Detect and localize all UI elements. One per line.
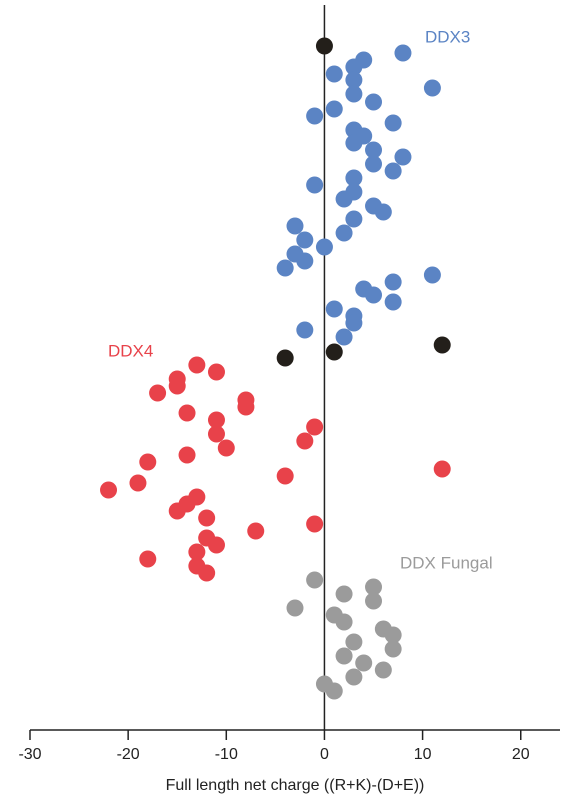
point [335, 190, 353, 208]
point [149, 384, 167, 402]
point [423, 266, 441, 284]
point [384, 114, 402, 132]
point [394, 44, 412, 62]
point [198, 509, 216, 527]
point [335, 647, 353, 665]
point [286, 599, 304, 617]
point [325, 100, 343, 118]
point [374, 203, 392, 221]
point [286, 217, 304, 235]
point [276, 349, 294, 367]
point [296, 321, 314, 339]
point [207, 363, 225, 381]
point [384, 640, 402, 658]
point [365, 155, 383, 173]
point [207, 411, 225, 429]
point [345, 169, 363, 187]
point [365, 141, 383, 159]
point [306, 515, 324, 533]
point [315, 238, 333, 256]
point [188, 543, 206, 561]
point [139, 453, 157, 471]
point [325, 65, 343, 83]
point [198, 564, 216, 582]
x-tick-label: -10 [215, 746, 238, 763]
point [325, 682, 343, 700]
point [335, 224, 353, 242]
point [365, 578, 383, 596]
point [365, 93, 383, 111]
point [325, 300, 343, 318]
point [384, 293, 402, 311]
point [335, 328, 353, 346]
point [335, 585, 353, 603]
point [306, 571, 324, 589]
point [207, 425, 225, 443]
point [306, 418, 324, 436]
point [345, 58, 363, 76]
point [345, 134, 363, 152]
point [207, 536, 225, 554]
point [168, 502, 186, 520]
x-axis-label: Full length net charge ((R+K)-(D+E)) [166, 777, 425, 794]
point [355, 654, 373, 672]
x-tick-label: 0 [320, 746, 329, 763]
point [345, 71, 363, 89]
point [433, 336, 451, 354]
x-tick-label: 10 [414, 746, 432, 763]
point [423, 79, 441, 97]
point [129, 474, 147, 492]
point [178, 404, 196, 422]
point [315, 37, 333, 55]
point [296, 252, 314, 270]
point [374, 661, 392, 679]
x-tick-label: -20 [117, 746, 140, 763]
point [384, 273, 402, 291]
point [335, 613, 353, 631]
point [247, 522, 265, 540]
point [384, 626, 402, 644]
point [237, 398, 255, 416]
point [365, 286, 383, 304]
point [345, 210, 363, 228]
point [365, 592, 383, 610]
series-label: DDX3 [425, 27, 470, 46]
point [296, 432, 314, 450]
x-tick-label: 20 [512, 746, 530, 763]
series-label: DDX4 [108, 341, 153, 360]
point [217, 439, 235, 457]
point [345, 314, 363, 332]
point [433, 460, 451, 478]
point [100, 481, 118, 499]
point [188, 356, 206, 374]
point [394, 148, 412, 166]
point [178, 446, 196, 464]
point [345, 668, 363, 686]
series-label: DDX Fungal [400, 553, 493, 572]
point [325, 343, 343, 361]
point [345, 633, 363, 651]
point [276, 259, 294, 277]
point [276, 467, 294, 485]
point [296, 231, 314, 249]
point [384, 162, 402, 180]
point [139, 550, 157, 568]
point [168, 377, 186, 395]
point [306, 107, 324, 125]
point [345, 85, 363, 103]
point [306, 176, 324, 194]
x-tick-label: -30 [18, 746, 41, 763]
